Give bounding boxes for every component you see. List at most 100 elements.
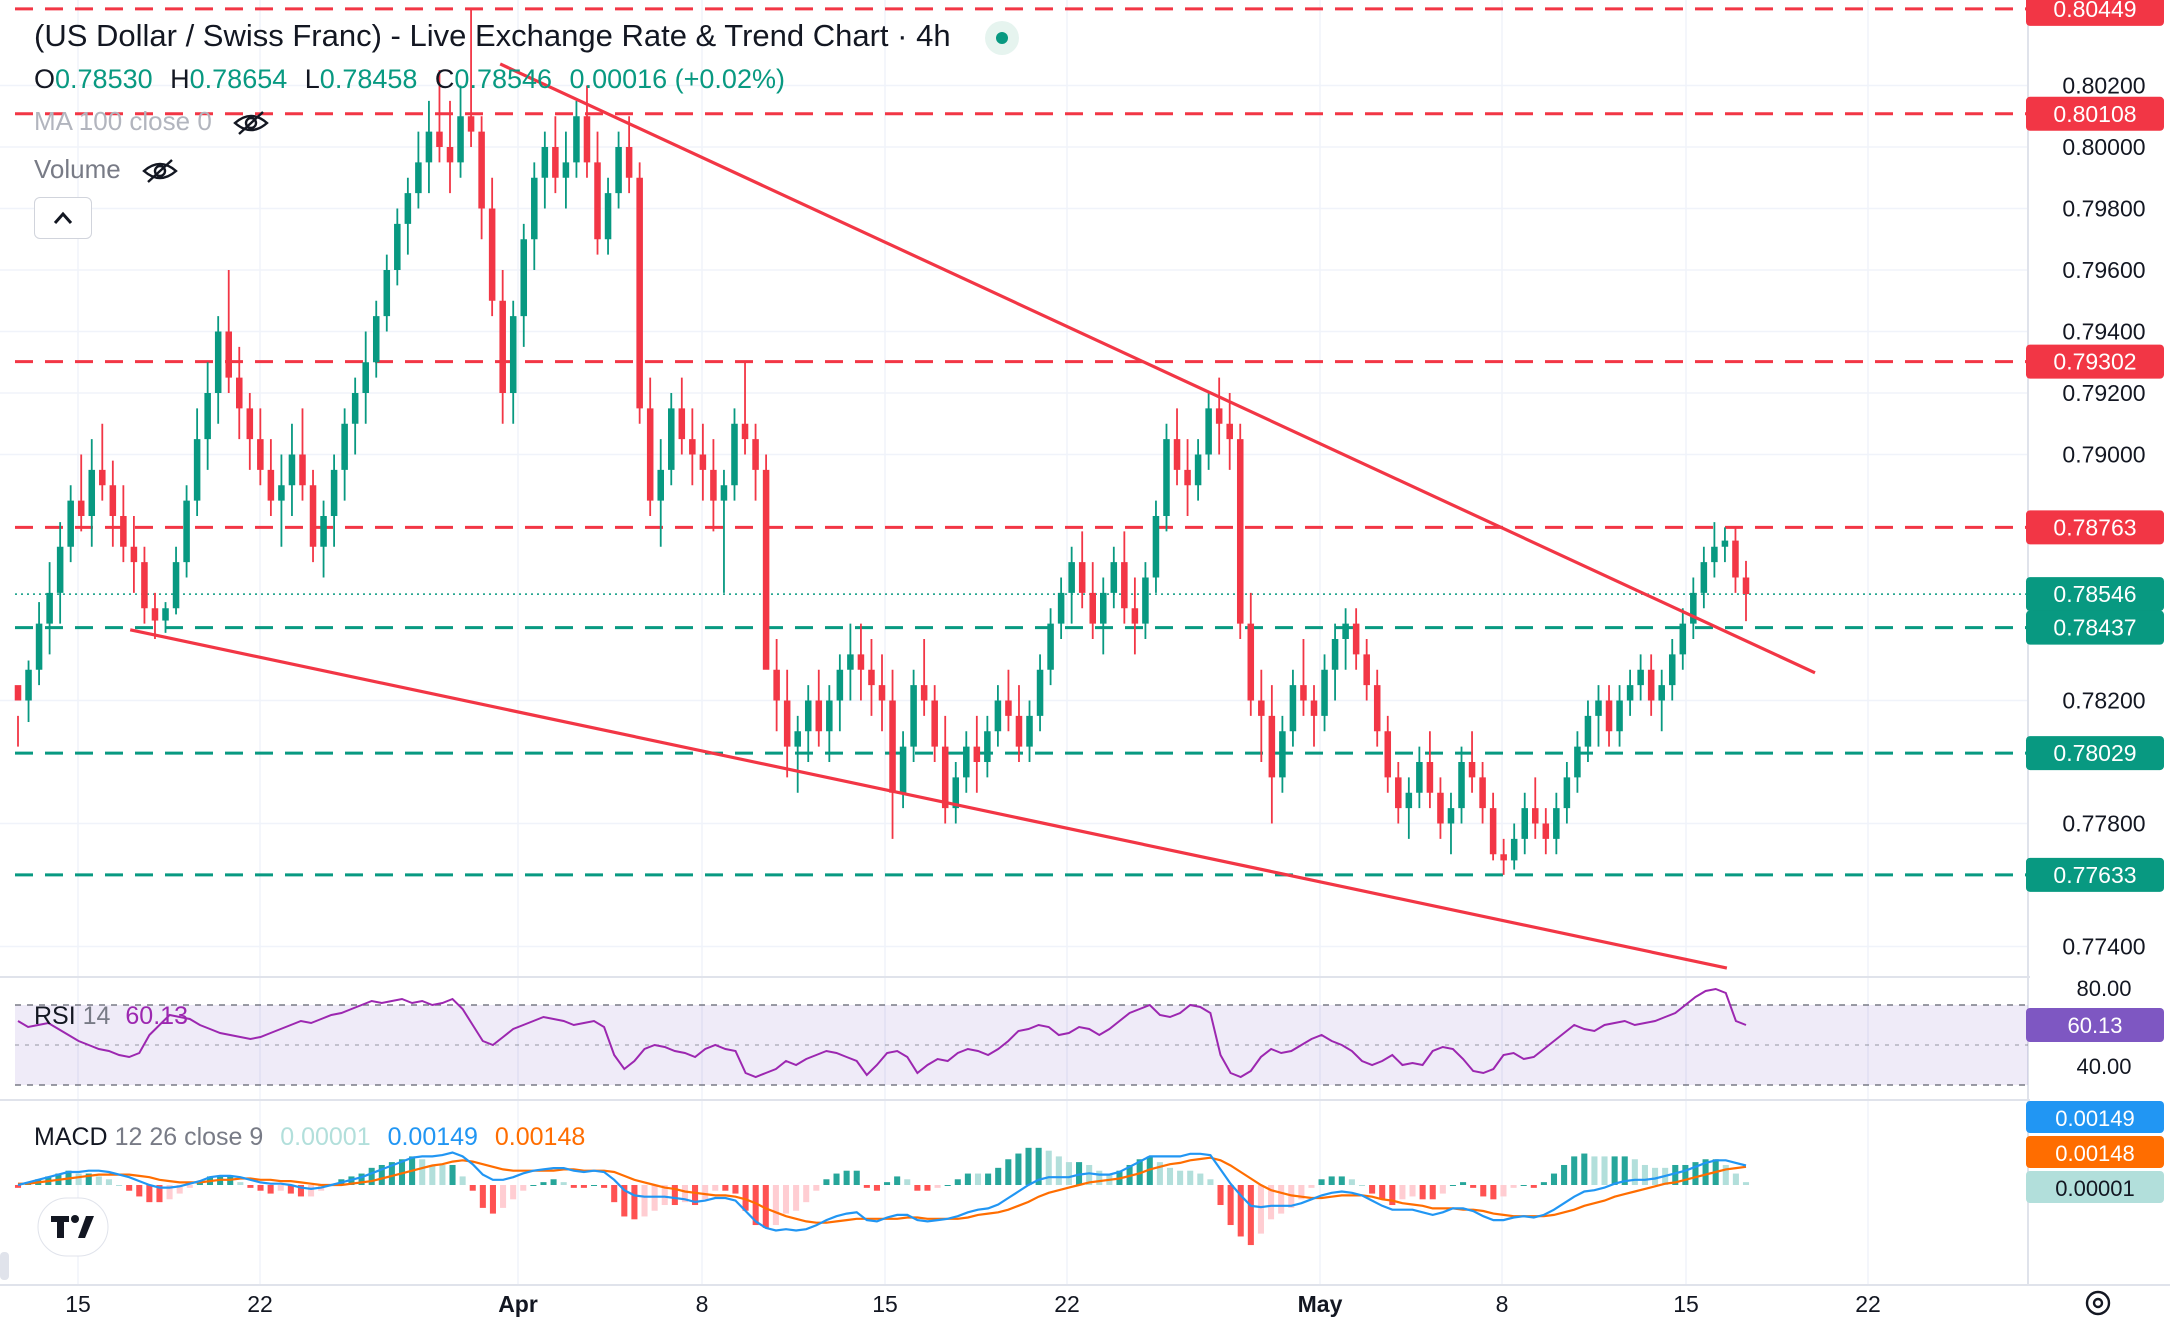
- macd-hist-bar-43: [449, 1164, 456, 1185]
- candle-body: [257, 439, 264, 470]
- candle-159: [1690, 577, 1697, 639]
- candle-body: [1521, 808, 1528, 839]
- candle-body: [1416, 762, 1423, 793]
- candle-36: [394, 208, 401, 286]
- candle-body: [668, 408, 675, 470]
- macd-hist-bar-124: [1268, 1185, 1275, 1220]
- macd-hist-bar-95: [974, 1173, 982, 1185]
- close-value: 0.78546: [454, 64, 553, 94]
- macd-hist-bar-22: [237, 1182, 244, 1185]
- macd-hist-bar-98: [1005, 1159, 1012, 1185]
- rsi-line: [17, 987, 1747, 1079]
- collapse-legend-button[interactable]: [34, 197, 92, 239]
- candle-87: [931, 685, 938, 762]
- macd-legend[interactable]: MACD 12 26 close 9 0.00001 0.00149 0.001…: [34, 1123, 585, 1152]
- candle-93: [994, 685, 1002, 747]
- volume-legend[interactable]: Volume: [34, 154, 178, 185]
- candle-body: [383, 270, 391, 317]
- chevron-up-icon: [53, 211, 73, 224]
- price-tick-0.79400: 0.79400: [2062, 319, 2145, 345]
- gear-icon[interactable]: [2085, 1290, 2111, 1316]
- rsi-legend[interactable]: RSI 14 60.13: [34, 1002, 188, 1031]
- macd-hist-bar-45: [469, 1185, 476, 1191]
- candle-body: [77, 500, 85, 516]
- price-tick-0.80200: 0.80200: [2062, 73, 2145, 99]
- candle-80: [857, 623, 865, 701]
- candle-117: [1247, 592, 1255, 716]
- candle-112: [1194, 439, 1202, 501]
- candle-43: [467, 8, 475, 147]
- macd-hist-bar-56: [580, 1185, 587, 1188]
- candle-48: [520, 223, 528, 347]
- candle-124: [1321, 654, 1328, 732]
- candle-136: [1447, 792, 1455, 855]
- macd-hist-bar-104: [1065, 1162, 1072, 1185]
- macd-hist-bar-134: [1369, 1185, 1376, 1194]
- candle-21: [236, 346, 243, 440]
- macd-hist-bar-115: [1177, 1170, 1184, 1185]
- candle-119: [1268, 685, 1276, 824]
- macd-hist-bar-162: [1652, 1167, 1659, 1185]
- candle-52: [562, 131, 570, 209]
- candle-body: [615, 147, 622, 194]
- eye-off-icon[interactable]: [142, 158, 178, 184]
- price-badge-text: 0.80449: [2053, 0, 2136, 22]
- tradingview-logo[interactable]: [37, 1197, 109, 1257]
- candle-body: [836, 669, 844, 701]
- candle-body: [868, 669, 875, 686]
- macd-hist-bar-93: [954, 1179, 961, 1185]
- candle-body: [1668, 654, 1676, 686]
- macd-hist-bar-0: [14, 1185, 22, 1188]
- price-badge-text: 0.77633: [2053, 862, 2136, 888]
- candle-83: [889, 669, 896, 839]
- symbol-title[interactable]: (US Dollar / Swiss Franc) - Live Exchang…: [34, 18, 951, 53]
- candle-body: [910, 685, 917, 747]
- time-tick-0: 15: [65, 1291, 91, 1317]
- macd-hist-bar-40: [419, 1159, 426, 1185]
- macd-hist-bar-61: [631, 1185, 638, 1220]
- candle-body: [1236, 439, 1244, 624]
- candle-body: [1100, 592, 1107, 624]
- macd-hist-bar-122: [1247, 1185, 1254, 1246]
- candle-body: [731, 423, 738, 486]
- candle-4: [56, 522, 64, 624]
- candle-72: [773, 639, 780, 732]
- rsi-pane[interactable]: [15, 987, 2028, 1086]
- rsi-lower-tick: 40.00: [2076, 1054, 2131, 1079]
- trendlines-layer[interactable]: [129, 62, 1816, 970]
- macd-hist-bar-159: [1621, 1156, 1628, 1185]
- macd-hist-bar-65: [671, 1185, 678, 1206]
- left-scroll-handle[interactable]: [0, 1252, 9, 1280]
- candle-77: [826, 685, 833, 762]
- eye-off-icon[interactable]: [233, 110, 269, 136]
- candle-body: [941, 746, 949, 809]
- candle-body: [1532, 808, 1539, 824]
- candle-12: [141, 546, 148, 624]
- macd-pane[interactable]: [14, 1147, 1750, 1246]
- price-axis[interactable]: 0.80200 0.80000 0.79800 0.79600 0.79400 0.792…: [2062, 73, 2145, 960]
- candle-9: [109, 460, 117, 547]
- macd-hist-bar-133: [1358, 1185, 1366, 1186]
- candle-134: [1426, 731, 1434, 809]
- macd-value-badge-text: 0.00149: [2055, 1106, 2135, 1131]
- candle-82: [878, 654, 886, 732]
- candle-body: [1068, 562, 1075, 593]
- candle-68: [731, 408, 738, 501]
- candle-body: [1258, 700, 1265, 716]
- candle-50: [541, 131, 549, 209]
- candle-body: [1405, 792, 1413, 809]
- price-badge-bg: [2026, 0, 2164, 26]
- candle-body: [362, 362, 369, 393]
- time-axis[interactable]: 15 22 Apr 8 15 22 May 8 15 22: [65, 1291, 1881, 1317]
- ma-legend[interactable]: MA 100 close 0: [34, 106, 269, 137]
- candle-121: [1289, 669, 1297, 747]
- candle-143: [1521, 792, 1528, 855]
- macd-hist-bar-166: [1692, 1162, 1699, 1185]
- candle-138: [1468, 731, 1476, 793]
- candle-body: [88, 469, 96, 516]
- candle-body: [1215, 408, 1223, 424]
- macd-hist-bar-66: [681, 1185, 688, 1203]
- candle-body: [172, 562, 180, 609]
